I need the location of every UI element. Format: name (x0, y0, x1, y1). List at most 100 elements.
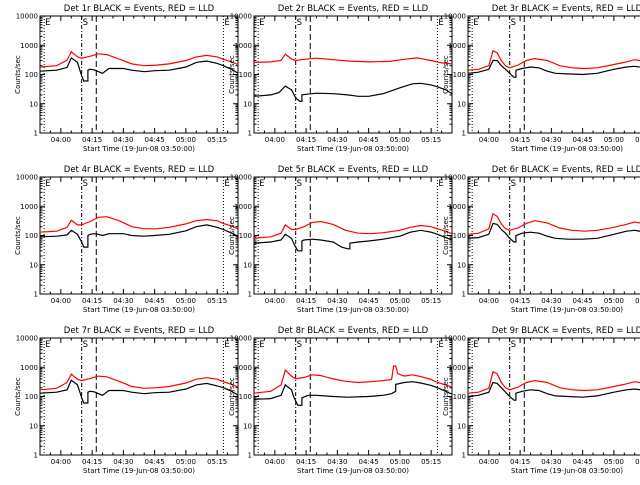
panel-title: Det 3r BLACK = Events, RED = LLD (492, 4, 640, 14)
series-red-lld (467, 212, 640, 235)
y-tick-label: 10 (457, 100, 466, 108)
y-tick-label: 1000 (20, 42, 38, 50)
y-tick-label: 10 (243, 100, 252, 108)
series-black-events (253, 229, 453, 252)
y-tick-label: 10 (29, 261, 38, 269)
y-tick-label: 100 (453, 393, 466, 401)
marker-label: E (473, 340, 478, 350)
x-tick-label: 04:45 (145, 458, 165, 466)
x-tick-label: 05:15 (635, 136, 640, 144)
x-tick-label: 04:30 (541, 136, 561, 144)
y-tick-label: 1 (462, 130, 466, 138)
marker-label: E (473, 179, 478, 189)
y-tick-label: 1 (34, 452, 38, 460)
x-tick-label: 05:15 (207, 136, 227, 144)
panel-title: Det 8r BLACK = Events, RED = LLD (278, 326, 429, 336)
y-tick-label: 1 (34, 130, 38, 138)
detector-panel-9: Det 9r BLACK = Events, RED = LLD 1 10 100 10… (442, 326, 640, 475)
y-tick-label: 1000 (234, 203, 252, 211)
x-tick-label: 04:30 (327, 458, 347, 466)
y-tick-label: 100 (453, 71, 466, 79)
y-axis-label: Counts/sec (228, 216, 236, 255)
marker-label: E (438, 18, 443, 28)
x-tick-label: 04:00 (51, 136, 71, 144)
x-tick-label: 04:30 (113, 297, 133, 305)
detector-panel-2: Det 2r BLACK = Events, RED = LLD 1 10 100 10… (228, 4, 453, 153)
y-tick-label: 10 (457, 261, 466, 269)
y-tick-label: 1 (248, 130, 252, 138)
x-tick-label: 04:00 (479, 458, 499, 466)
y-tick-label: 1000 (20, 364, 38, 372)
x-tick-label: 04:15 (82, 136, 102, 144)
y-tick-label: 100 (239, 232, 252, 240)
y-tick-label: 10000 (230, 335, 252, 343)
marker-label: S (511, 340, 516, 350)
x-axis-label: Start Time (19-Jun-08 03:50:00) (511, 145, 623, 153)
x-axis-label: Start Time (19-Jun-08 03:50:00) (511, 306, 623, 314)
x-tick-label: 04:30 (541, 458, 561, 466)
series-black-events (39, 379, 239, 404)
x-tick-label: 05:00 (390, 458, 410, 466)
y-tick-label: 100 (25, 71, 38, 79)
detector-panel-7: Det 7r BLACK = Events, RED = LLD 1 10 100 10… (14, 326, 239, 475)
y-tick-label: 100 (25, 393, 38, 401)
y-tick-label: 1000 (20, 203, 38, 211)
marker-label: E (259, 179, 264, 189)
marker-label: E (45, 18, 50, 28)
y-tick-label: 10000 (16, 13, 38, 21)
y-tick-label: 10000 (16, 335, 38, 343)
y-tick-label: 100 (239, 393, 252, 401)
y-tick-label: 1 (462, 291, 466, 299)
marker-label: E (438, 340, 443, 350)
marker-label: E (224, 179, 229, 189)
y-tick-label: 100 (25, 232, 38, 240)
series-black-events (39, 56, 239, 82)
x-tick-label: 05:15 (207, 458, 227, 466)
x-tick-label: 04:00 (265, 297, 285, 305)
panel-title: Det 1r BLACK = Events, RED = LLD (64, 4, 215, 14)
y-tick-label: 10 (243, 261, 252, 269)
y-tick-label: 10 (457, 422, 466, 430)
y-tick-label: 10000 (444, 174, 466, 182)
series-black-events (39, 224, 239, 248)
panel-title: Det 5r BLACK = Events, RED = LLD (278, 165, 429, 175)
x-tick-label: 04:15 (510, 136, 530, 144)
x-tick-label: 05:00 (176, 297, 196, 305)
x-tick-label: 04:45 (573, 136, 593, 144)
x-tick-label: 04:15 (296, 136, 316, 144)
y-tick-label: 1000 (448, 42, 466, 50)
plot-frame (253, 15, 453, 134)
marker-label: E (45, 179, 50, 189)
x-tick-label: 04:30 (327, 297, 347, 305)
x-tick-label: 05:15 (421, 136, 441, 144)
x-tick-label: 05:00 (604, 297, 624, 305)
y-tick-label: 10 (29, 422, 38, 430)
x-tick-label: 05:15 (635, 297, 640, 305)
plot-frame (467, 176, 640, 295)
y-axis-label: Counts/sec (14, 377, 22, 416)
x-tick-label: 04:45 (145, 297, 165, 305)
x-tick-label: 05:15 (207, 297, 227, 305)
x-tick-label: 04:45 (359, 136, 379, 144)
y-tick-label: 1 (34, 291, 38, 299)
series-black-events (467, 222, 640, 243)
x-tick-label: 05:00 (176, 458, 196, 466)
marker-label: S (511, 18, 516, 28)
x-tick-label: 04:00 (265, 136, 285, 144)
x-axis-label: Start Time (19-Jun-08 03:50:00) (83, 145, 195, 153)
series-black-events (467, 59, 640, 78)
y-tick-label: 10000 (230, 174, 252, 182)
y-tick-label: 10000 (230, 13, 252, 21)
x-tick-label: 05:00 (176, 136, 196, 144)
y-tick-label: 1000 (234, 364, 252, 372)
x-tick-label: 04:45 (359, 458, 379, 466)
x-tick-label: 04:15 (82, 458, 102, 466)
detector-panel-3: Det 3r BLACK = Events, RED = LLD 1 10 100 10… (442, 4, 640, 153)
y-tick-label: 10 (29, 100, 38, 108)
x-axis-label: Start Time (19-Jun-08 03:50:00) (83, 306, 195, 314)
x-tick-label: 05:00 (604, 458, 624, 466)
marker-label: S (83, 179, 88, 189)
x-tick-label: 04:30 (541, 297, 561, 305)
